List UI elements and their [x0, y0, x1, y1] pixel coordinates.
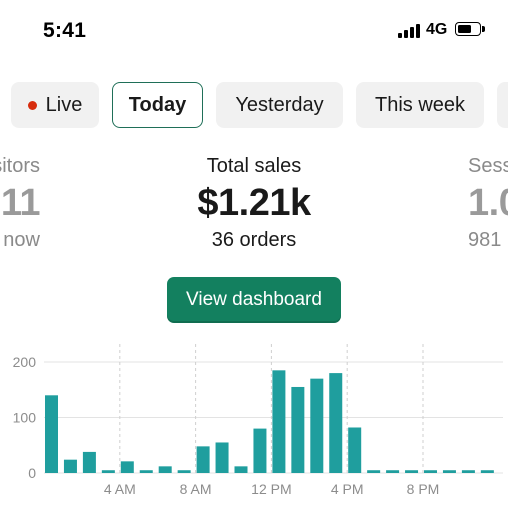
tab-next-partial[interactable]	[497, 82, 508, 128]
chart-bar	[291, 386, 305, 473]
status-bar: 5:41 4G	[0, 0, 508, 64]
chart-bar	[253, 428, 267, 473]
chart-bar	[63, 459, 77, 473]
chart-bar	[272, 370, 286, 473]
metric-visitors[interactable]: sitors 11 now	[0, 155, 40, 252]
cellular-signal-icon	[398, 24, 420, 38]
battery-icon	[455, 22, 485, 36]
chart-bar	[234, 466, 248, 473]
metric-total-sales-value: $1.21k	[197, 182, 311, 224]
x-tick-label: 8 PM	[407, 481, 440, 497]
tab-today-label: Today	[128, 93, 187, 116]
live-indicator-icon	[27, 100, 37, 110]
chart-bar	[310, 378, 324, 473]
chart-bar	[442, 470, 456, 473]
x-tick-label: 4 PM	[331, 481, 364, 497]
metric-total-sales[interactable]: Total sales $1.21k 36 orders	[154, 155, 354, 252]
tab-yesterday[interactable]: Yesterday	[216, 82, 343, 128]
y-tick-label: 200	[13, 354, 37, 370]
chart-bar	[405, 470, 419, 473]
tab-today[interactable]: Today	[112, 82, 203, 128]
tab-live-label: Live	[45, 93, 83, 116]
metric-total-sales-title: Total sales	[206, 155, 302, 177]
tab-yesterday-label: Yesterday	[235, 93, 324, 116]
sales-chart: 0 100 200 4 AM 8 AM 12 PM 4 PM 8 PM	[13, 344, 503, 497]
chart-bar	[139, 470, 153, 473]
chart-bar	[424, 470, 437, 473]
chart-bar	[329, 373, 343, 473]
chart-bar	[101, 470, 115, 473]
chart-bar	[348, 427, 362, 473]
x-tick-label: 8 AM	[180, 481, 212, 497]
network-type-label: 4G	[426, 21, 448, 38]
metric-sessions[interactable]: Sess 1.0 981	[468, 155, 508, 252]
x-tick-label: 12 PM	[251, 481, 291, 497]
chart-bar	[215, 442, 229, 473]
metric-visitors-sub: now	[3, 229, 40, 251]
chart-bar	[480, 470, 494, 473]
chart-bar	[367, 470, 381, 473]
chart-bar	[386, 470, 400, 473]
metric-sessions-title: Sess	[468, 155, 508, 177]
view-dashboard-button[interactable]: View dashboard	[167, 277, 341, 323]
chart-bar	[120, 461, 134, 473]
y-tick-label: 100	[13, 410, 37, 426]
metric-sessions-sub: 981	[468, 229, 502, 251]
chart-bar	[461, 470, 475, 473]
chart-bar	[45, 395, 58, 473]
tab-this-week[interactable]: This week	[356, 82, 484, 128]
x-tick-label: 4 AM	[104, 481, 136, 497]
chart-bar	[177, 470, 191, 473]
y-tick-label: 0	[28, 465, 36, 481]
tab-live[interactable]: Live	[11, 82, 99, 128]
metric-total-sales-orders: 36 orders	[211, 229, 297, 251]
chart-bar	[158, 466, 172, 473]
metric-visitors-value: 11	[0, 182, 41, 224]
chart-bar	[82, 451, 96, 473]
chart-bar	[196, 446, 210, 473]
metric-visitors-title: sitors	[0, 155, 40, 177]
status-time: 5:41	[43, 19, 87, 42]
tab-this-week-label: This week	[374, 93, 466, 116]
metric-sessions-value: 1.0	[468, 182, 508, 224]
period-tabs: Live Today Yesterday This week	[0, 82, 508, 130]
